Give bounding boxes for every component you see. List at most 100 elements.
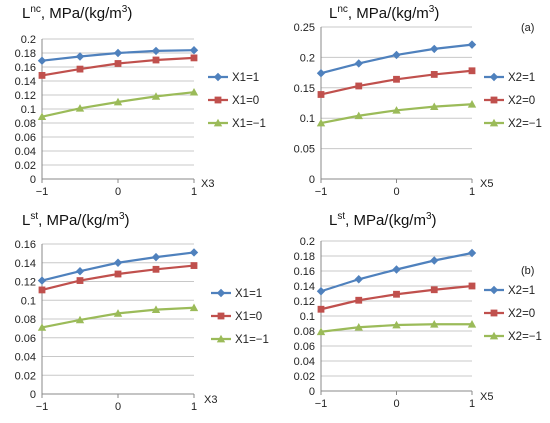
legend-entry: X1=0	[208, 95, 259, 107]
y-tick-label: 0.12	[294, 296, 315, 308]
data-point	[392, 106, 401, 114]
chart-panel-tl: 0 0.02 0.04 0.06 0.08 0.1 0.12 0.14 0.16 0.18 0.2 −…	[15, 4, 266, 198]
title-text-part: )	[127, 5, 132, 22]
y-tick-label: 0.14	[294, 281, 315, 293]
legend-entry: X2=1	[484, 285, 535, 297]
title-superscript: st	[337, 211, 345, 222]
legend-marker	[490, 96, 498, 104]
legend-marker	[489, 331, 499, 340]
data-point	[75, 315, 85, 324]
y-tick-label: 0.04	[294, 356, 315, 368]
series-1	[317, 282, 476, 313]
data-point	[467, 100, 477, 108]
y-tick-label: 0.12	[15, 90, 36, 102]
panel-label: (a)	[521, 22, 534, 34]
data-point	[392, 265, 401, 274]
legend-marker	[489, 72, 499, 82]
series-line	[41, 264, 195, 292]
x-tick-label: 0	[115, 186, 121, 198]
title-superscript: 3	[429, 4, 435, 15]
data-point	[354, 323, 363, 331]
legend-label: X2=1	[508, 285, 535, 297]
title-superscript: nc	[30, 4, 41, 15]
y-tick-label: 0.14	[15, 258, 36, 270]
legend-marker	[216, 334, 226, 343]
legend-label: X1=0	[235, 311, 262, 323]
panel-label: (b)	[521, 265, 534, 277]
legend-marker	[213, 72, 223, 82]
data-point	[355, 296, 363, 304]
data-point	[392, 320, 401, 329]
y-tick-label: 0.08	[15, 314, 36, 326]
data-point	[190, 262, 198, 269]
data-point	[113, 309, 123, 317]
data-point	[354, 59, 363, 68]
y-tick-label: 0.2	[300, 52, 315, 64]
data-point	[430, 256, 439, 265]
data-point	[354, 111, 363, 120]
chart-title: Lnc, MPa/(kg/m3)	[329, 4, 439, 22]
series-2	[316, 100, 477, 127]
data-point	[355, 82, 363, 90]
data-point	[392, 50, 401, 60]
x-tick-label: 1	[469, 398, 475, 410]
y-tick-label: 0.06	[294, 341, 315, 353]
data-point	[354, 275, 363, 284]
legend-label: X2=−1	[508, 331, 542, 343]
title-text-part: L	[329, 212, 337, 229]
series-0	[316, 40, 477, 78]
y-tick-label: 0.25	[294, 22, 315, 34]
y-tick-label: 0.12	[15, 277, 36, 289]
legend-label: X2=0	[508, 95, 535, 107]
legend-entry: X2=0	[484, 308, 535, 320]
legend-entry: X2=1	[484, 72, 535, 84]
y-tick-label: 0.02	[294, 371, 315, 383]
data-point	[38, 72, 46, 79]
data-point	[113, 97, 123, 106]
data-point	[393, 290, 400, 298]
series-2	[37, 303, 199, 331]
data-point	[189, 46, 199, 55]
chart-title: Lst, MPa/(kg/m3)	[329, 211, 437, 229]
legend-marker	[490, 309, 498, 317]
x-tick-label: 0	[393, 398, 399, 410]
y-tick-label: 0.02	[15, 370, 36, 382]
legend-marker	[217, 312, 225, 320]
series-0	[316, 248, 477, 296]
y-tick-label: 0.2	[300, 236, 315, 248]
chart-title: Lnc, MPa/(kg/m3)	[22, 4, 132, 22]
x-axis-label: X3	[204, 394, 217, 406]
data-point	[189, 88, 199, 96]
data-point	[468, 67, 476, 75]
data-point	[430, 320, 439, 328]
x-tick-label: 0	[115, 401, 121, 413]
data-point	[37, 276, 47, 285]
data-point	[316, 287, 326, 296]
title-text-part: , MPa/(kg/m	[38, 212, 119, 229]
data-point	[430, 71, 438, 78]
data-point	[113, 258, 123, 267]
data-point	[189, 248, 199, 257]
title-text-part: , MPa/(kg/m	[345, 212, 426, 229]
data-point	[37, 323, 47, 331]
y-tick-label: 0	[309, 386, 315, 398]
y-tick-label: 0.06	[15, 132, 36, 144]
data-point	[317, 91, 325, 98]
title-superscript: nc	[337, 4, 348, 15]
y-tick-label: 0.04	[15, 352, 36, 364]
title-text-part: L	[22, 5, 30, 22]
y-tick-label: 0.1	[21, 104, 36, 116]
data-point	[152, 56, 160, 64]
y-tick-label: 0.06	[15, 333, 36, 345]
title-superscript: 3	[119, 211, 125, 222]
y-tick-label: 0.1	[21, 295, 36, 307]
y-tick-label: 0.16	[294, 266, 315, 278]
series-2	[37, 88, 199, 121]
title-superscript: 3	[426, 211, 432, 222]
y-tick-label: 0.02	[15, 160, 36, 172]
x-tick-label: −1	[315, 186, 328, 198]
series-0	[37, 248, 199, 285]
y-tick-label: 0.05	[294, 144, 315, 156]
y-tick-label: 0.08	[294, 326, 315, 338]
legend-entry: X1=−1	[211, 334, 269, 346]
